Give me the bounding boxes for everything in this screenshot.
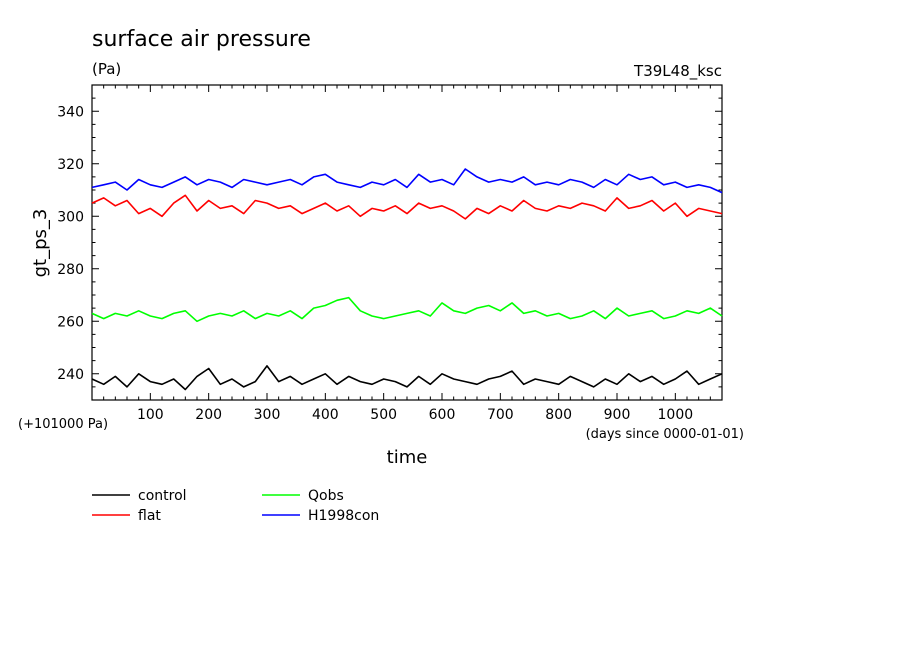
- legend-label-H1998con: H1998con: [308, 508, 379, 524]
- x-tick-label: 200: [195, 407, 222, 423]
- chart-units: (Pa): [92, 60, 121, 78]
- y-axis-label: gt_ps_3: [30, 209, 51, 278]
- y-tick-label: 260: [57, 314, 84, 330]
- x-tick-label: 600: [429, 407, 456, 423]
- x-axis-ticks: [103, 85, 711, 400]
- x-tick-label: 1000: [658, 407, 694, 423]
- series-lines: [91, 168, 723, 391]
- y-tick-labels: 240 260 280 300 320 340: [57, 104, 84, 383]
- chart-title: surface air pressure: [92, 27, 311, 52]
- x-tick-label: 900: [604, 407, 631, 423]
- y-tick-label: 240: [57, 367, 84, 383]
- x-tick-label: 100: [137, 407, 164, 423]
- y-tick-label: 340: [57, 104, 84, 120]
- x-axis-label: time: [387, 447, 428, 468]
- y-offset-note: (+101000 Pa): [18, 417, 108, 432]
- y-tick-label: 280: [57, 262, 84, 278]
- x-units-label: (days since 0000-01-01): [586, 427, 744, 442]
- y-axis-ticks: [92, 97, 722, 388]
- run-label: T39L48_ksc: [633, 62, 722, 81]
- legend-label-control: control: [138, 488, 187, 504]
- x-tick-label: 400: [312, 407, 339, 423]
- plot-frame: [91, 84, 723, 401]
- x-tick-labels: 100 200 300 400 500 600 700 800 900 1000: [137, 407, 693, 423]
- legend-label-Qobs: Qobs: [308, 488, 344, 504]
- y-tick-label: 320: [57, 157, 84, 173]
- legend-label-flat: flat: [138, 508, 161, 524]
- legend: control flat Qobs H1998con: [92, 488, 379, 524]
- series-line-Qobs: [91, 296, 723, 323]
- plot-area: [91, 84, 723, 401]
- x-tick-label: 300: [254, 407, 281, 423]
- x-tick-label: 500: [370, 407, 397, 423]
- x-tick-label: 800: [545, 407, 572, 423]
- series-line-H1998con: [91, 168, 723, 194]
- x-tick-label: 700: [487, 407, 514, 423]
- series-line-flat: [91, 194, 723, 220]
- series-line-control: [91, 365, 723, 391]
- y-tick-label: 300: [57, 209, 84, 225]
